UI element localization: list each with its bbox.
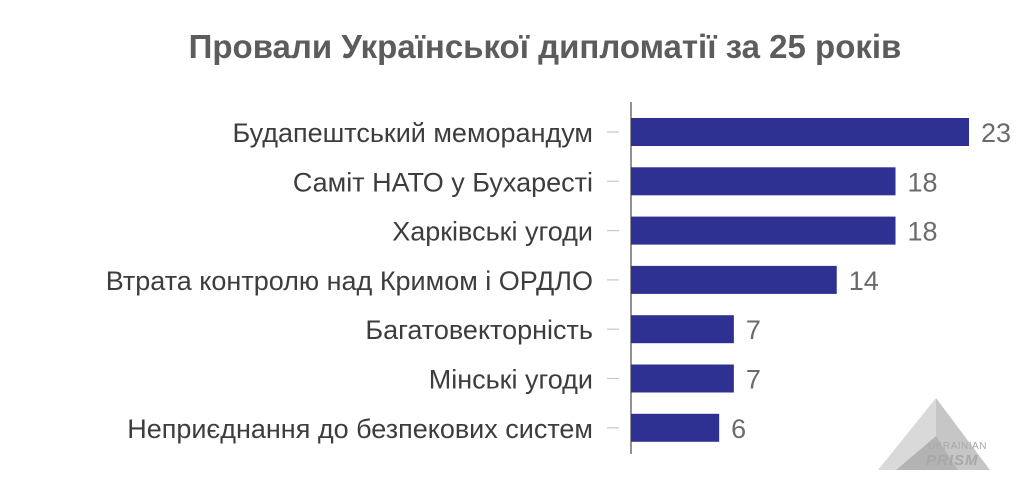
ukrainian-prism-logo [878,398,990,470]
bar [631,216,896,245]
bar [631,413,720,442]
logo-text-ukrainian: UKRAINIAN [928,441,987,452]
category-label: Багатовекторність [365,315,593,345]
bar [631,118,969,146]
category-label: Мінські угоди [429,365,593,395]
category-label: Будапештський меморандум [232,118,593,148]
data-label: 18 [908,167,938,197]
data-label: 6 [731,414,746,444]
category-label: Харківські угоди [392,217,593,247]
bar [631,364,734,393]
category-label: Неприєднання до безпекових систем [127,414,593,444]
data-label: 14 [849,266,879,296]
data-label: 7 [746,315,761,345]
chart-title: Провали Української дипломатії за 25 рок… [188,28,902,65]
data-label: 18 [908,217,938,247]
category-label: Втрата контролю над Кримом і ОРДЛО [106,266,593,296]
data-label: 7 [746,365,761,395]
logo-text-prism: PRISM [926,452,979,469]
data-label: 23 [981,118,1011,148]
bar [631,265,837,294]
category-label: Саміт НАТО у Бухаресті [293,167,593,197]
bar [631,315,734,344]
bar [631,167,896,196]
